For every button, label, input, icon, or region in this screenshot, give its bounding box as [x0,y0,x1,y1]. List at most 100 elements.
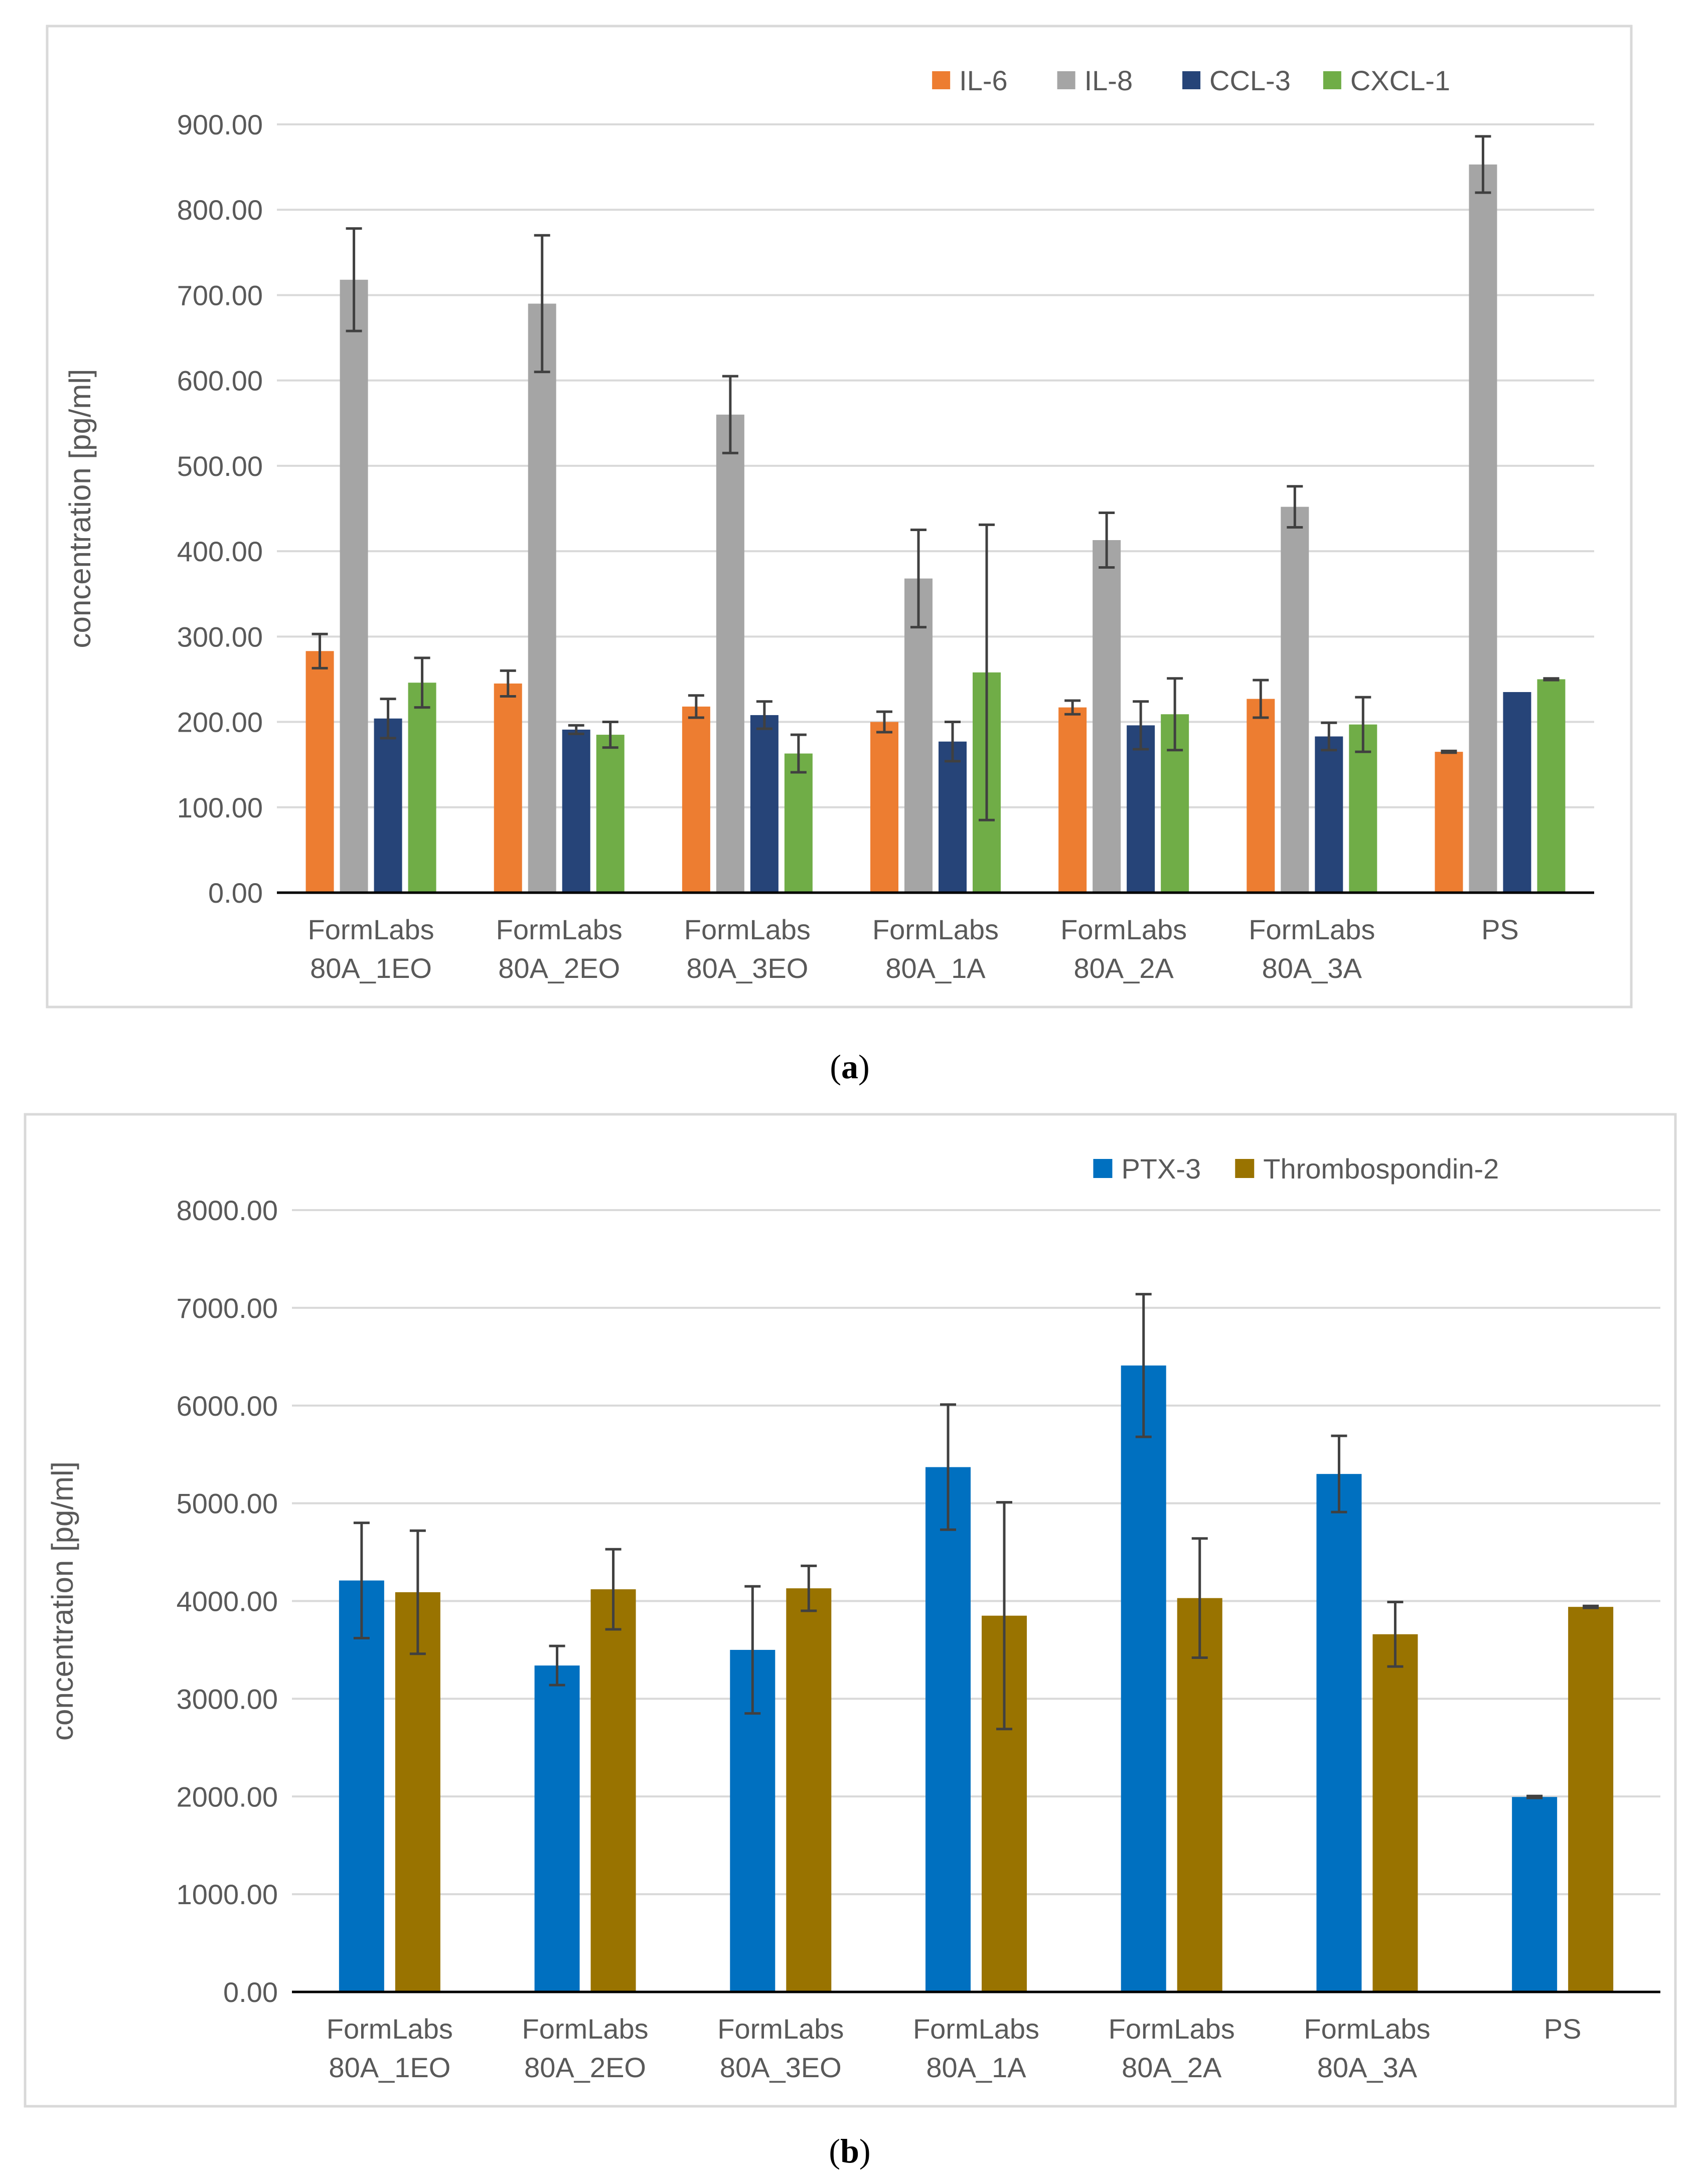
x-category-label: FormLabs [1060,914,1187,945]
chart-b: 0.00 1000.00 2000.00 3000.00 4000.00 5000.00 6… [46,1153,1660,2083]
bar-thrombospondin-2 [1372,1634,1418,1992]
bar-il-6 [305,651,334,893]
y-tick-label: 900.00 [177,109,263,140]
bar-ptx-3 [534,1665,580,1992]
bar-il-8 [716,414,744,893]
y-tick-label: 100.00 [177,792,263,823]
x-category-label: FormLabs [684,914,811,945]
y-tick-label: 6000.00 [177,1390,278,1422]
x-category-label: FormLabs [1109,2013,1235,2045]
bar-thrombospondin-2 [590,1589,636,1992]
legend-label: IL-6 [959,65,1008,96]
y-tick-label: 400.00 [177,536,263,567]
x-category-label: FormLabs [1249,914,1375,945]
x-category-label: FormLabs [717,2013,844,2045]
x-category-label: 80A_3EO [720,2052,842,2083]
bar-thrombospondin-2 [1568,1607,1614,1992]
x-category-label: FormLabs [308,914,434,945]
x-category-label: FormLabs [913,2013,1039,2045]
bar-il-6 [494,683,522,893]
x-category-label: FormLabs [1304,2013,1430,2045]
x-category-label: 80A_3EO [686,952,808,984]
bar-cxcl-1 [1537,679,1566,893]
legend-swatch-ptx-3 [1093,1159,1113,1178]
bar-ptx-3 [339,1580,384,1992]
bar-il-8 [340,279,368,893]
legend-swatch-thrombospondin-2 [1235,1159,1255,1178]
bar-ccl-3 [1315,736,1343,893]
legend-swatch-il-6 [932,71,951,89]
bar-thrombospondin-2 [1177,1598,1222,1992]
legend-swatch-ccl-3 [1182,71,1201,89]
y-tick-label: 1000.00 [177,1879,278,1910]
bar-cxcl-1 [596,735,625,893]
x-category-label: 80A_1A [926,2052,1026,2083]
y-axis-title: concentration [pg/ml] [46,1461,79,1741]
legend-label: Thrombospondin-2 [1263,1153,1499,1185]
chart-a-frame [46,25,1633,1009]
y-tick-label: 700.00 [177,279,263,311]
chart-a: 0.00 100.00 200.00 300.00 400.00 500.00 600.00… [63,65,1594,984]
y-tick-label: 4000.00 [177,1586,278,1617]
y-tick-label: 8000.00 [177,1195,278,1226]
y-tick-label: 3000.00 [177,1683,278,1715]
bar-ptx-3 [1316,1474,1362,1992]
bar-il-6 [1247,699,1275,893]
y-tick-label: 200.00 [177,707,263,738]
legend-swatch-cxcl-1 [1323,71,1341,89]
y-tick-label: 5000.00 [177,1488,278,1520]
bar-ccl-3 [374,718,402,893]
y-axis-title: concentration [pg/ml] [63,369,97,648]
bar-ptx-3 [1121,1365,1166,1992]
bar-ccl-3 [750,715,779,893]
bar-ptx-3 [1512,1797,1558,1992]
bar-il-8 [1093,540,1121,893]
bar-il-8 [1469,164,1497,893]
x-category-label: FormLabs [327,2013,453,2045]
x-category-label: 80A_2EO [498,952,620,984]
bar-il-8 [528,303,556,893]
x-category-label: 80A_2A [1122,2052,1222,2083]
x-category-label: FormLabs [522,2013,649,2045]
bar-cxcl-1 [408,683,436,893]
bar-il-6 [1435,752,1463,893]
legend-swatch-il-8 [1057,71,1075,89]
bar-ccl-3 [1127,725,1155,893]
bar-ccl-3 [939,741,967,893]
legend-label: CCL-3 [1209,65,1291,96]
y-tick-label: 0.00 [223,1976,278,2008]
y-tick-label: 7000.00 [177,1292,278,1324]
legend-label: PTX-3 [1121,1153,1201,1185]
x-category-label: FormLabs [872,914,999,945]
caption-b-letter: b [840,2132,859,2170]
x-category-label: 80A_3A [1317,2052,1418,2083]
y-tick-label: 600.00 [177,365,263,397]
bar-thrombospondin-2 [786,1588,832,1992]
bar-ptx-3 [925,1467,971,1992]
x-category-label: 80A_2A [1074,952,1174,984]
bar-il-8 [1281,507,1309,893]
bar-il-8 [904,578,933,893]
x-category-label: PS [1544,2013,1582,2045]
bar-ccl-3 [1503,692,1531,893]
bar-ccl-3 [562,729,590,893]
x-category-label: FormLabs [496,914,623,945]
bar-il-6 [1058,707,1087,893]
y-tick-label: 300.00 [177,621,263,652]
x-category-label: 80A_1A [885,952,986,984]
bar-thrombospondin-2 [395,1592,440,1992]
bar-il-6 [682,706,710,893]
legend-label: IL-8 [1085,65,1133,96]
caption-b: (b) [829,2132,870,2170]
x-category-label: 80A_3A [1262,952,1362,984]
y-tick-label: 800.00 [177,194,263,226]
x-category-label: 80A_1EO [329,2052,450,2083]
caption-a-letter: a [841,1048,858,1086]
x-category-label: PS [1481,914,1519,945]
legend-label: CXCL-1 [1350,65,1450,96]
y-tick-label: 0.00 [208,877,263,909]
caption-a: (a) [830,1048,869,1086]
y-tick-label: 2000.00 [177,1781,278,1812]
x-category-label: 80A_2EO [524,2052,646,2083]
